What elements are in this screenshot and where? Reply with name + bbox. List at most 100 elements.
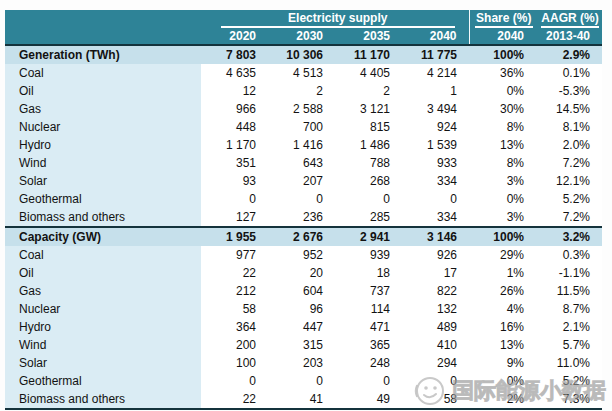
row-value: 49 [335, 390, 402, 409]
row-value: 200 [201, 336, 268, 354]
row-value: 3% [469, 208, 536, 227]
table-row: Capacity (GW) 1 955 2 676 2 941 3 146 10… [5, 227, 602, 246]
row-value: 100% [469, 45, 536, 64]
row-label: Capacity (GW) [5, 227, 201, 246]
row-value: 2.9% [536, 45, 602, 64]
row-value: 7.3% [536, 390, 602, 409]
row-value: 96 [268, 300, 335, 318]
row-value: 8.1% [536, 118, 602, 136]
row-label: Hydro [5, 136, 201, 154]
row-value: 3 121 [335, 100, 402, 118]
row-label: Nuclear [5, 118, 201, 136]
table-row: Nuclear 448 700 815 924 8% 8.1% [5, 118, 602, 136]
row-value: 5.7% [536, 336, 602, 354]
table-row: Gas 966 2 588 3 121 3 494 30% 14.5% [5, 100, 602, 118]
row-value: 12 [201, 82, 268, 100]
row-label: Biomass and others [5, 208, 201, 227]
row-value: 365 [335, 336, 402, 354]
row-value: 26% [469, 282, 536, 300]
table-row: Coal 4 635 4 513 4 405 4 214 36% 0.1% [5, 64, 602, 82]
row-value: 207 [268, 172, 335, 190]
row-label: Gas [5, 282, 201, 300]
row-value: 737 [335, 282, 402, 300]
row-value: 334 [402, 208, 469, 227]
row-label: Wind [5, 154, 201, 172]
row-value: 410 [402, 336, 469, 354]
row-value: 18 [335, 264, 402, 282]
row-value: -5.3% [536, 82, 602, 100]
row-value: 643 [268, 154, 335, 172]
row-value: 700 [268, 118, 335, 136]
year-header-2020: 2020 [201, 28, 268, 45]
row-label: Geothermal [5, 372, 201, 390]
row-value: 4 635 [201, 64, 268, 82]
row-value: 939 [335, 246, 402, 264]
row-value: 10 306 [268, 45, 335, 64]
supply-group-label: Electricity supply [221, 12, 455, 28]
row-value: 22 [201, 390, 268, 409]
row-value: 30% [469, 100, 536, 118]
row-value: 13% [469, 336, 536, 354]
table-body: Generation (TWh) 7 803 10 306 11 170 11 … [5, 45, 602, 409]
row-value: 4 405 [335, 64, 402, 82]
share-group-header: Share (%) [469, 10, 536, 28]
table-row: Oil 22 20 18 17 1% -1.1% [5, 264, 602, 282]
row-value: 3% [469, 172, 536, 190]
row-value: 952 [268, 246, 335, 264]
table-row: Coal 977 952 939 926 29% 0.3% [5, 246, 602, 264]
aagr-period-header: 2013-40 [536, 28, 602, 45]
table-row: Solar 100 203 248 294 9% 11.0% [5, 354, 602, 372]
row-value: 248 [335, 354, 402, 372]
row-value: 0% [469, 82, 536, 100]
row-value: 3 494 [402, 100, 469, 118]
row-value: 58 [201, 300, 268, 318]
row-value: 933 [402, 154, 469, 172]
row-value: 924 [402, 118, 469, 136]
row-value: 294 [402, 354, 469, 372]
row-value: 1 486 [335, 136, 402, 154]
row-value: 212 [201, 282, 268, 300]
row-value: 471 [335, 318, 402, 336]
row-value: 2 676 [268, 227, 335, 246]
row-value: 7.2% [536, 154, 602, 172]
row-value: 8% [469, 154, 536, 172]
row-value: 1 539 [402, 136, 469, 154]
row-label: Solar [5, 172, 201, 190]
table-row: Wind 351 643 788 933 8% 7.2% [5, 154, 602, 172]
share-year-header: 2040 [469, 28, 536, 45]
row-value: 0 [268, 190, 335, 208]
row-value: 0.1% [536, 64, 602, 82]
row-label: Hydro [5, 318, 201, 336]
table-row: Oil 12 2 2 1 0% -5.3% [5, 82, 602, 100]
table-row: Gas 212 604 737 822 26% 11.5% [5, 282, 602, 300]
row-value: 12.1% [536, 172, 602, 190]
row-value: 0 [201, 372, 268, 390]
row-value: 41 [268, 390, 335, 409]
row-value: 268 [335, 172, 402, 190]
year-header-row: 2020 2030 2035 2040 2040 2013-40 [5, 28, 602, 45]
row-value: 236 [268, 208, 335, 227]
year-header-2035: 2035 [335, 28, 402, 45]
table-row: Wind 200 315 365 410 13% 5.7% [5, 336, 602, 354]
row-value: 2% [469, 390, 536, 409]
electricity-supply-table: Electricity supply Share (%) AAGR (%) 20… [5, 10, 602, 410]
page: Electricity supply Share (%) AAGR (%) 20… [0, 10, 612, 411]
row-label: Oil [5, 82, 201, 100]
row-value: 489 [402, 318, 469, 336]
table-row: Geothermal 0 0 0 0 0% 5.2% [5, 190, 602, 208]
row-value: 7.2% [536, 208, 602, 227]
row-value: 334 [402, 172, 469, 190]
row-label: Wind [5, 336, 201, 354]
row-value: 203 [268, 354, 335, 372]
table-header: Electricity supply Share (%) AAGR (%) 20… [5, 10, 602, 45]
row-value: 11.5% [536, 282, 602, 300]
row-value: 448 [201, 118, 268, 136]
row-value: 285 [335, 208, 402, 227]
row-label: Solar [5, 354, 201, 372]
row-value: 0 [402, 372, 469, 390]
row-value: 9% [469, 354, 536, 372]
row-value: 8% [469, 118, 536, 136]
row-label: Oil [5, 264, 201, 282]
corner-cell [5, 28, 201, 45]
row-value: 815 [335, 118, 402, 136]
